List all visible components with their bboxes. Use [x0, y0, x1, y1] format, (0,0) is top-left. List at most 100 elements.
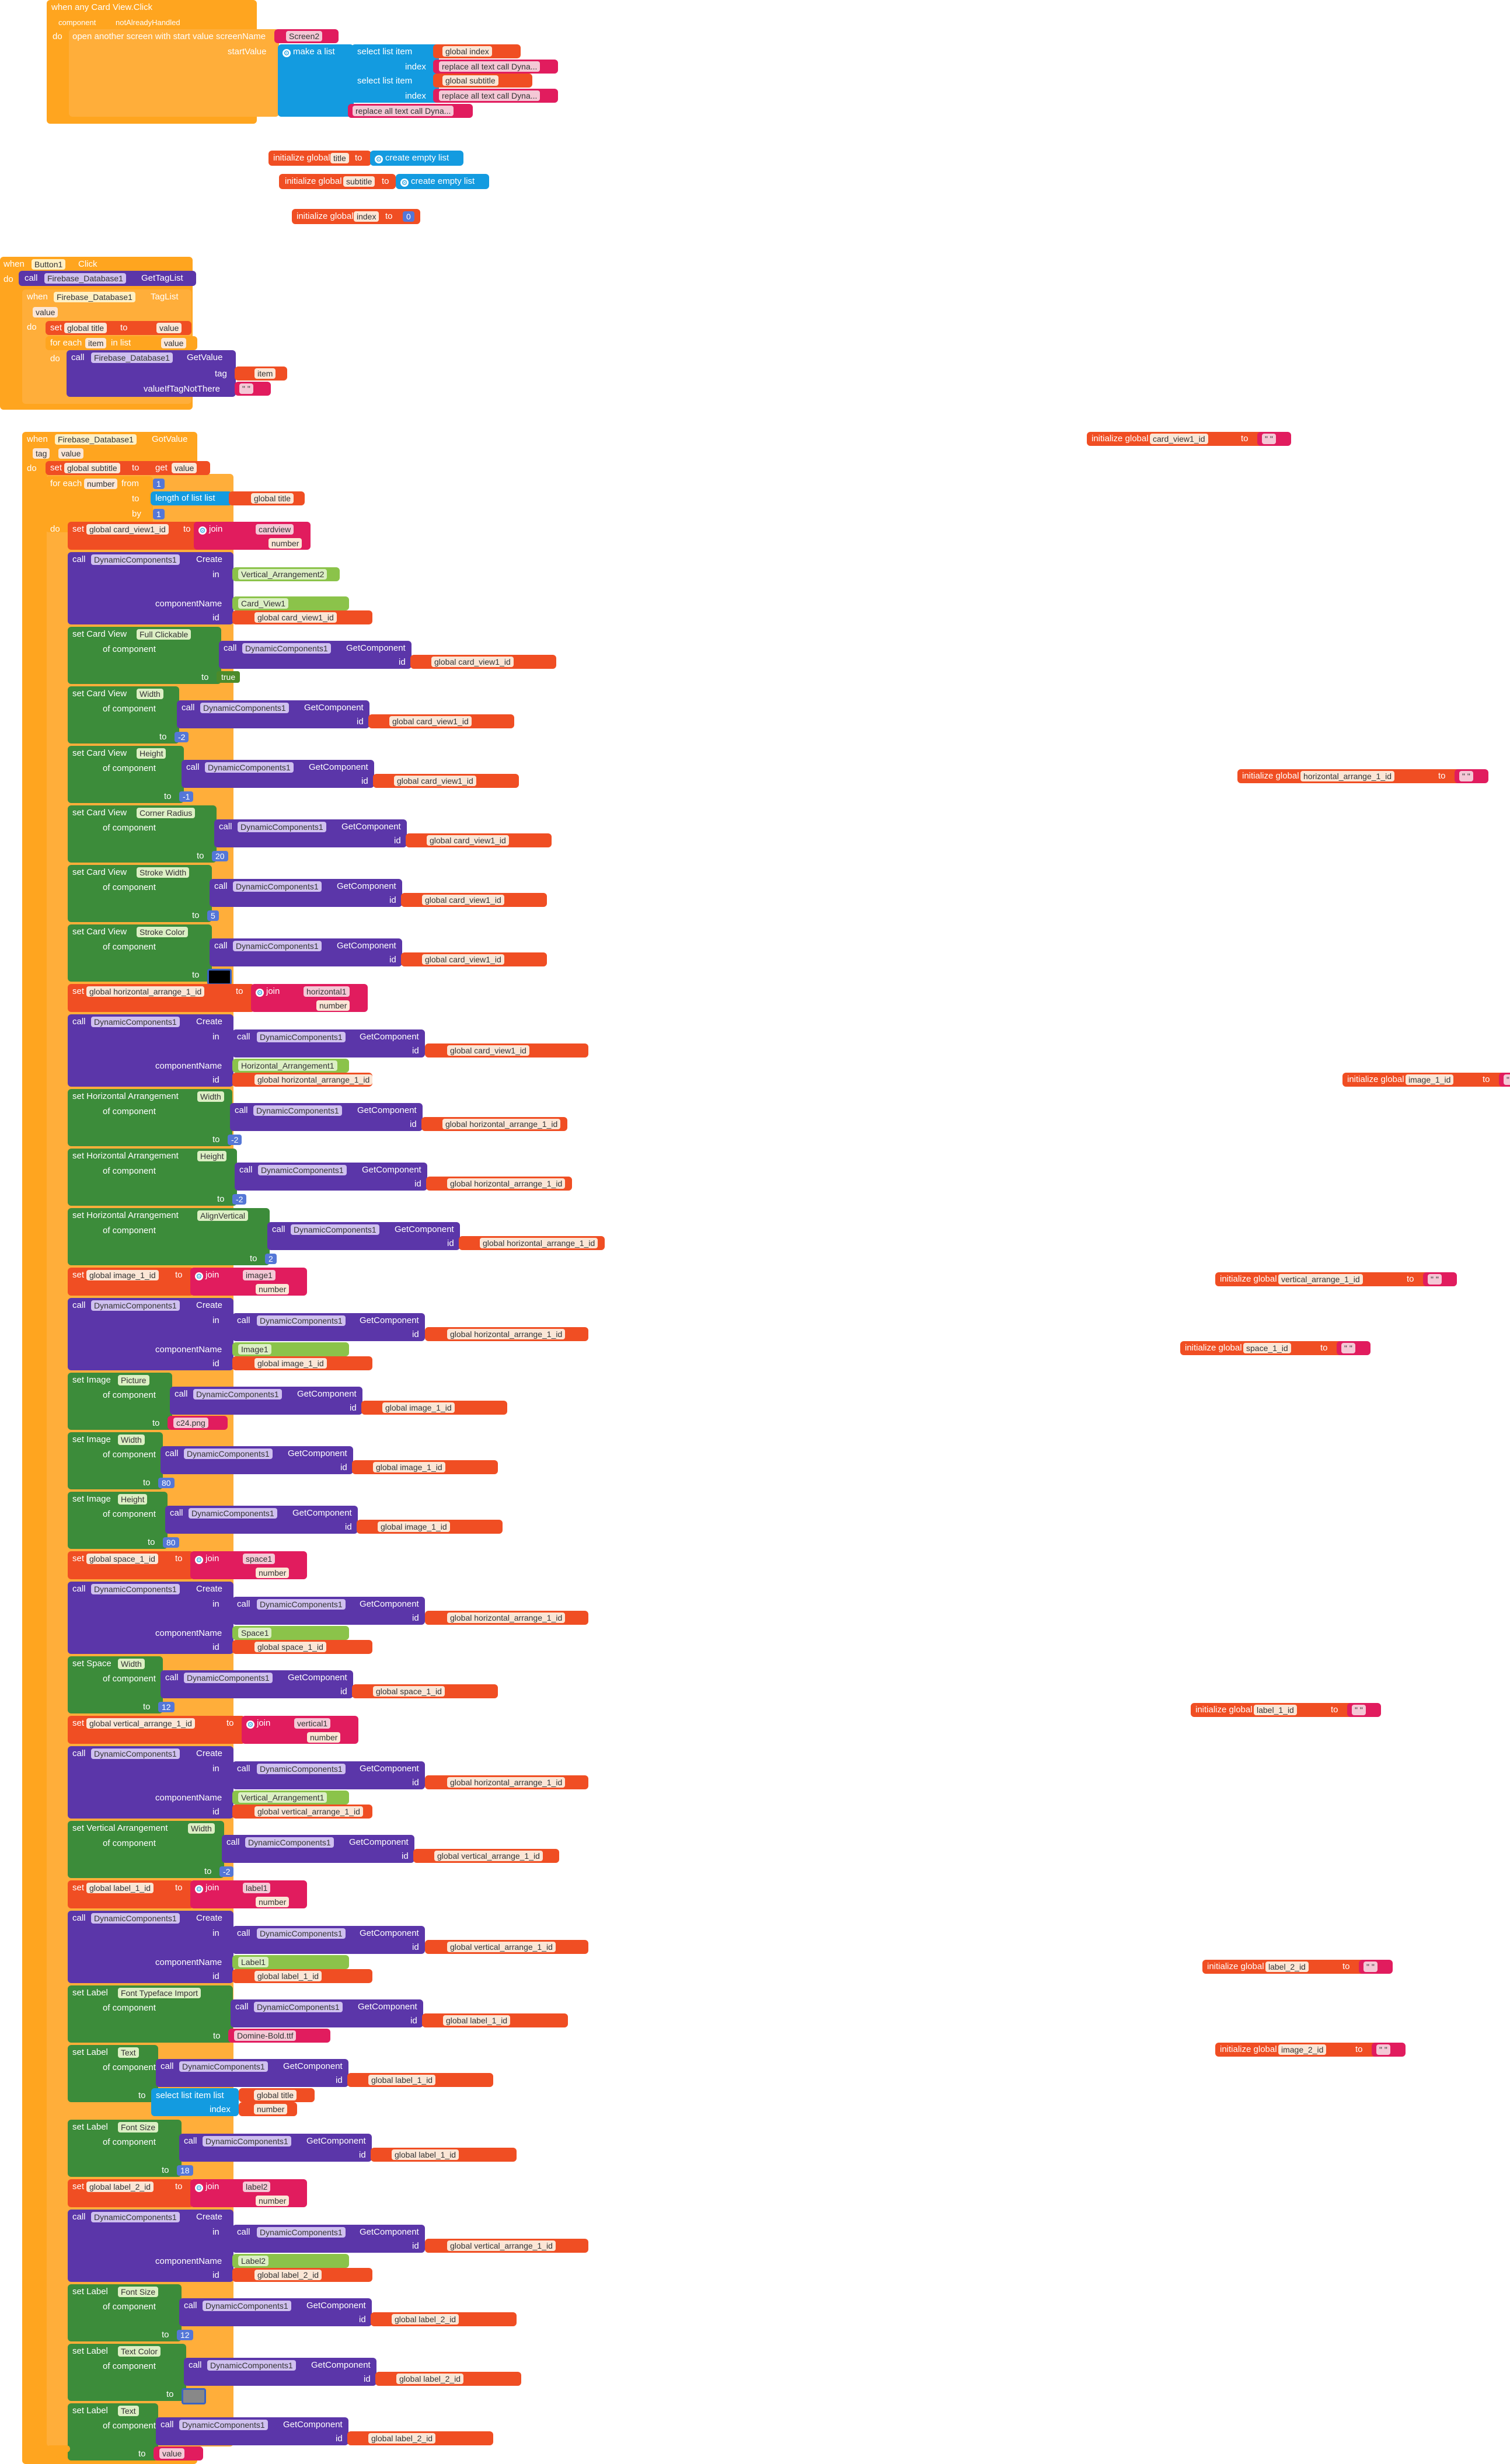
get-global-index[interactable]: global index	[442, 46, 492, 57]
property-name[interactable]: Font Size	[118, 2122, 159, 2133]
string-cardview[interactable]: cardview	[256, 524, 294, 535]
by-value[interactable]: 1	[153, 509, 165, 519]
component-name[interactable]: Image1	[238, 1344, 271, 1355]
global-name[interactable]: image_1_id	[1406, 1074, 1454, 1085]
dynamic-components[interactable]: DynamicComponents1	[233, 881, 322, 892]
get-global-id[interactable]: global horizontal_arrange_1_id	[447, 1178, 566, 1189]
global-name[interactable]: card_view1_id	[1150, 434, 1208, 444]
get-global-id[interactable]: global horizontal_arrange_1_id	[447, 1613, 566, 1623]
get-global-id[interactable]: global card_view1_id	[422, 954, 504, 965]
global-var[interactable]: global image_1_id	[86, 1270, 159, 1280]
component-name[interactable]: Label2	[238, 2256, 269, 2266]
boolean-true[interactable]: true	[217, 671, 240, 683]
dynamic-components[interactable]: DynamicComponents1	[91, 2212, 180, 2222]
get-number[interactable]: number	[256, 1568, 290, 1578]
global-var[interactable]: global label_1_id	[86, 1883, 154, 1893]
number-var[interactable]: number	[84, 479, 118, 489]
dynamic-components[interactable]: DynamicComponents1	[253, 1105, 342, 1116]
get-global-id[interactable]: global space_1_id	[373, 1686, 445, 1697]
global-card-view1-id[interactable]: global card_view1_id	[86, 524, 169, 535]
property-setter[interactable]	[68, 1492, 168, 1549]
string-value[interactable]: value	[159, 2448, 185, 2459]
get-global-title[interactable]: global title	[254, 2090, 297, 2100]
dynamic-components[interactable]: DynamicComponents1	[179, 2061, 268, 2072]
get-number[interactable]: number	[268, 538, 302, 549]
get-global-id[interactable]: global vertical_arrange_1_id	[254, 1806, 363, 1817]
join-string[interactable]: horizontal1	[304, 986, 350, 997]
dynamic-components[interactable]: DynamicComponents1	[258, 1165, 347, 1175]
in-component[interactable]: Vertical_Arrangement2	[238, 569, 327, 580]
dynamic-components[interactable]: DynamicComponents1	[91, 1913, 180, 1924]
number-value[interactable]: -2	[219, 1866, 234, 1877]
global-name[interactable]: vertical_arrange_1_id	[1278, 1274, 1363, 1285]
get-global-id[interactable]: global label_1_id	[254, 1971, 322, 1981]
replace-text-1[interactable]: replace all text call Dyna...	[439, 61, 540, 72]
dynamic-components[interactable]: DynamicComponents1	[184, 1673, 273, 1683]
property-name[interactable]: Text Color	[118, 2346, 161, 2357]
property-name[interactable]: Width	[137, 689, 163, 699]
get-global-id[interactable]: global horizontal_arrange_1_id	[254, 1074, 373, 1085]
empty-string[interactable]: " "	[1341, 1343, 1355, 1353]
dynamic-components[interactable]: DynamicComponents1	[179, 2420, 268, 2430]
get-global-id[interactable]: global label_2_id	[368, 2433, 436, 2444]
property-name[interactable]: Height	[197, 1151, 227, 1161]
get-global-subtitle[interactable]: global subtitle	[442, 75, 498, 86]
empty-string[interactable]: " "	[1363, 1962, 1378, 1972]
get-global-id[interactable]: global horizontal_arrange_1_id	[480, 1238, 598, 1248]
global-name[interactable]: space_1_id	[1243, 1343, 1291, 1353]
get-global-id[interactable]: global card_view1_id	[389, 716, 472, 727]
dynamic-components[interactable]: DynamicComponents1	[91, 1584, 180, 1594]
firebase-component[interactable]: Firebase_Database1	[55, 434, 137, 445]
value-param[interactable]: value	[33, 307, 58, 317]
firebase-component[interactable]: Firebase_Database1	[54, 292, 135, 302]
dynamic-components[interactable]: DynamicComponents1	[189, 1508, 277, 1519]
dynamic-components[interactable]: DynamicComponents1	[203, 2136, 291, 2147]
get-global-id[interactable]: global vertical_arrange_1_id	[447, 2240, 556, 2251]
global-var[interactable]: global label_2_id	[86, 2182, 154, 2192]
number-value[interactable]: 80	[163, 1537, 179, 1548]
property-name[interactable]: Width	[118, 1659, 145, 1669]
button1-component[interactable]: Button1	[32, 259, 66, 270]
property-name[interactable]: Full Clickable	[137, 629, 191, 640]
get-global-id[interactable]: global horizontal_arrange_1_id	[447, 1777, 566, 1788]
make-list-block[interactable]	[278, 44, 354, 117]
get-global-id[interactable]: global image_1_id	[373, 1462, 445, 1472]
number-value[interactable]: -2	[228, 1135, 242, 1145]
init-global-title[interactable]	[268, 151, 371, 166]
property-name[interactable]: Height	[137, 748, 166, 759]
global-var[interactable]: global space_1_id	[86, 1554, 158, 1564]
global-var[interactable]: global vertical_arrange_1_id	[86, 1718, 195, 1729]
join-string[interactable]: image1	[243, 1270, 276, 1280]
dynamic-components[interactable]: DynamicComponents1	[184, 1449, 273, 1459]
dynamic-components[interactable]: DynamicComponents1	[257, 1599, 346, 1610]
dynamic-components[interactable]: DynamicComponents1	[245, 1837, 334, 1848]
property-name[interactable]: Width	[197, 1091, 224, 1102]
global-name-index[interactable]: index	[354, 211, 379, 222]
property-name[interactable]: Font Size	[118, 2287, 159, 2297]
number-value[interactable]: 5	[207, 910, 219, 921]
item-var[interactable]: item	[85, 338, 107, 348]
get-number[interactable]: number	[256, 2196, 290, 2206]
dynamic-components[interactable]: DynamicComponents1	[254, 2002, 343, 2012]
property-name[interactable]: Stroke Color	[137, 927, 188, 937]
get-global-id[interactable]: global label_2_id	[396, 2374, 464, 2384]
firebase-component[interactable]: Firebase_Database1	[44, 273, 126, 284]
property-name[interactable]: Picture	[118, 1375, 149, 1385]
replace-text-3[interactable]: replace all text call Dyna...	[353, 106, 454, 116]
get-global-id[interactable]: global label_1_id	[443, 2015, 511, 2026]
get-global-id[interactable]: global image_1_id	[378, 1521, 450, 1532]
dynamic-components[interactable]: DynamicComponents1	[257, 1315, 346, 1326]
dynamic-components[interactable]: DynamicComponents1	[257, 1032, 346, 1042]
dynamic-components[interactable]: DynamicComponents1	[205, 762, 294, 773]
get-global-id[interactable]: global card_view1_id	[394, 776, 476, 786]
join-string[interactable]: vertical1	[294, 1718, 331, 1729]
property-name[interactable]: Font Typeface Import	[118, 1988, 201, 1998]
global-name[interactable]: image_2_id	[1278, 2044, 1327, 2055]
property-name[interactable]: Width	[118, 1435, 145, 1445]
dynamic-components[interactable]: DynamicComponents1	[91, 1017, 180, 1027]
global-name[interactable]: label_2_id	[1265, 1962, 1309, 1972]
dynamic-components[interactable]: DynamicComponents1	[291, 1224, 379, 1235]
property-name[interactable]: Text	[118, 2406, 139, 2416]
get-item[interactable]: item	[254, 368, 276, 379]
empty-string[interactable]: " "	[1352, 1705, 1366, 1715]
